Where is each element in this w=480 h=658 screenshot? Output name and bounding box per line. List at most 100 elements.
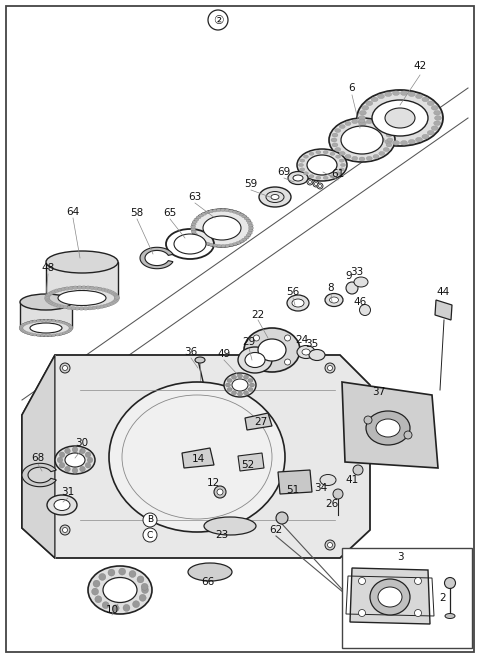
Circle shape — [359, 609, 365, 617]
Ellipse shape — [36, 334, 40, 336]
Circle shape — [92, 588, 98, 595]
Ellipse shape — [209, 210, 214, 213]
Circle shape — [307, 179, 313, 185]
Ellipse shape — [61, 332, 66, 335]
Polygon shape — [435, 300, 452, 320]
Circle shape — [214, 486, 226, 498]
Ellipse shape — [205, 242, 210, 245]
Ellipse shape — [339, 151, 345, 155]
Circle shape — [57, 457, 63, 463]
Ellipse shape — [66, 306, 72, 309]
Ellipse shape — [48, 319, 52, 322]
Circle shape — [333, 489, 343, 499]
Ellipse shape — [238, 347, 272, 373]
Ellipse shape — [309, 174, 314, 178]
Ellipse shape — [297, 149, 347, 181]
Ellipse shape — [192, 220, 197, 223]
Ellipse shape — [196, 237, 201, 240]
Ellipse shape — [400, 141, 408, 145]
Circle shape — [360, 305, 371, 315]
Ellipse shape — [371, 97, 378, 102]
Ellipse shape — [204, 517, 256, 535]
Ellipse shape — [33, 320, 36, 322]
Ellipse shape — [94, 287, 99, 290]
Text: 24: 24 — [295, 335, 309, 345]
Circle shape — [359, 578, 365, 584]
Circle shape — [327, 542, 333, 547]
Circle shape — [217, 489, 223, 495]
Circle shape — [80, 448, 85, 454]
Ellipse shape — [339, 124, 345, 128]
Ellipse shape — [69, 326, 73, 330]
Ellipse shape — [55, 446, 95, 474]
Circle shape — [142, 586, 148, 594]
Text: 27: 27 — [254, 417, 268, 427]
Circle shape — [85, 463, 91, 468]
Ellipse shape — [174, 234, 206, 254]
Ellipse shape — [309, 152, 314, 155]
Ellipse shape — [45, 295, 50, 298]
Ellipse shape — [366, 120, 372, 124]
Ellipse shape — [325, 293, 343, 307]
Ellipse shape — [114, 295, 120, 299]
Ellipse shape — [330, 174, 335, 178]
Ellipse shape — [249, 226, 253, 230]
Ellipse shape — [238, 374, 242, 378]
Text: 63: 63 — [188, 192, 202, 202]
Ellipse shape — [69, 286, 74, 290]
Circle shape — [72, 468, 78, 473]
Text: 59: 59 — [244, 179, 258, 189]
Bar — [342, 548, 472, 648]
Ellipse shape — [323, 176, 328, 180]
Ellipse shape — [54, 499, 70, 511]
Ellipse shape — [345, 155, 351, 159]
Text: 2: 2 — [440, 593, 446, 603]
Circle shape — [59, 463, 65, 468]
Circle shape — [352, 453, 358, 457]
Text: 33: 33 — [350, 267, 364, 277]
Ellipse shape — [287, 295, 309, 311]
Ellipse shape — [362, 105, 369, 110]
Ellipse shape — [199, 239, 204, 242]
Circle shape — [62, 453, 68, 457]
Ellipse shape — [377, 138, 384, 142]
Ellipse shape — [244, 217, 249, 220]
Ellipse shape — [359, 116, 365, 120]
Ellipse shape — [65, 453, 85, 467]
Ellipse shape — [231, 375, 237, 379]
Circle shape — [319, 184, 322, 188]
Ellipse shape — [385, 92, 392, 97]
Ellipse shape — [352, 120, 358, 124]
Polygon shape — [238, 453, 264, 471]
Ellipse shape — [66, 323, 70, 326]
Circle shape — [129, 570, 136, 578]
Ellipse shape — [19, 328, 24, 330]
Ellipse shape — [427, 130, 434, 135]
Circle shape — [253, 359, 260, 365]
Ellipse shape — [360, 121, 366, 126]
Ellipse shape — [427, 101, 434, 105]
Ellipse shape — [422, 134, 429, 139]
Ellipse shape — [53, 303, 58, 307]
Ellipse shape — [329, 297, 338, 303]
Ellipse shape — [114, 297, 119, 301]
Ellipse shape — [195, 357, 205, 363]
Ellipse shape — [408, 92, 415, 97]
Ellipse shape — [64, 331, 68, 334]
Ellipse shape — [366, 157, 372, 161]
Ellipse shape — [48, 334, 52, 337]
Ellipse shape — [51, 290, 57, 293]
Ellipse shape — [40, 319, 44, 322]
Circle shape — [325, 363, 335, 373]
Ellipse shape — [339, 168, 344, 171]
Ellipse shape — [431, 126, 438, 130]
Ellipse shape — [360, 111, 366, 115]
Ellipse shape — [30, 323, 62, 333]
Ellipse shape — [20, 329, 24, 332]
Circle shape — [415, 609, 421, 617]
Text: 68: 68 — [31, 453, 45, 463]
Ellipse shape — [87, 307, 92, 310]
Ellipse shape — [248, 229, 253, 232]
Ellipse shape — [247, 222, 252, 224]
Circle shape — [309, 180, 312, 184]
